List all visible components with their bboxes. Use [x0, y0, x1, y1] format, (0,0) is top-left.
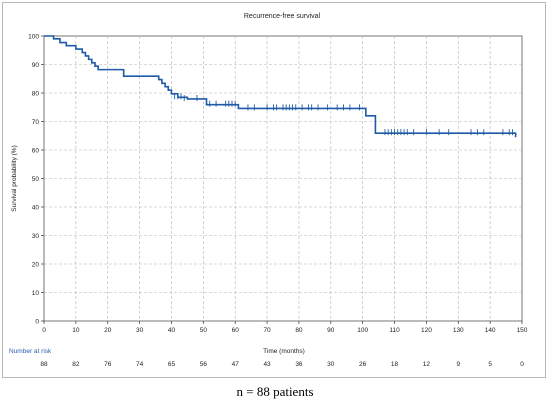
survival-curve: [44, 35, 517, 138]
risk-count: 88: [40, 361, 48, 368]
risk-count: 18: [391, 361, 399, 368]
risk-count: 36: [295, 361, 303, 368]
y-tick-label: 90: [32, 62, 40, 69]
risk-count: 12: [423, 361, 431, 368]
risk-count: 65: [168, 361, 176, 368]
y-tick-label: 100: [28, 33, 39, 40]
y-tick-label: 60: [32, 147, 40, 154]
x-tick-label: 90: [327, 327, 335, 334]
risk-count: 47: [232, 361, 240, 368]
risk-count: 0: [520, 361, 524, 368]
y-tick-label: 70: [32, 119, 40, 126]
x-tick-label: 130: [453, 327, 464, 334]
y-axis-label: Survival probability (%): [11, 145, 18, 211]
risk-count: 56: [200, 361, 208, 368]
x-tick-label: 60: [232, 327, 240, 334]
x-tick-label: 40: [168, 327, 176, 334]
x-tick-label: 70: [263, 327, 271, 334]
risk-count: 76: [104, 361, 112, 368]
risk-count: 30: [327, 361, 335, 368]
risk-count: 9: [456, 361, 460, 368]
figure-caption: n = 88 patients: [236, 384, 314, 399]
x-tick-label: 20: [104, 327, 112, 334]
survival-chart: Recurrence-free survival Survival probab…: [9, 13, 528, 368]
plot-area: [43, 35, 523, 322]
x-tick-label: 50: [200, 327, 208, 334]
risk-count: 82: [72, 361, 80, 368]
x-tick-label: 120: [421, 327, 432, 334]
y-tick-label: 20: [32, 261, 40, 268]
risk-count: 43: [263, 361, 271, 368]
x-tick-label: 100: [357, 327, 368, 334]
y-tick-label: 10: [32, 290, 40, 297]
y-tick-label: 50: [32, 176, 40, 183]
risk-count: 26: [359, 361, 367, 368]
chart-title: Recurrence-free survival: [244, 13, 321, 20]
x-axis-label: Time (months): [263, 348, 305, 355]
risk-count: 5: [488, 361, 492, 368]
x-tick-label: 140: [485, 327, 496, 334]
x-tick-label: 30: [136, 327, 144, 334]
x-tick-label: 10: [72, 327, 80, 334]
y-tick-label: 0: [35, 318, 39, 325]
y-tick-label: 80: [32, 90, 40, 97]
x-tick-label: 80: [295, 327, 303, 334]
number-at-risk-label: Number at risk: [9, 348, 52, 355]
x-tick-label: 0: [42, 327, 46, 334]
y-tick-label: 40: [32, 204, 40, 211]
x-tick-label: 150: [517, 327, 528, 334]
risk-count: 74: [136, 361, 144, 368]
y-tick-label: 30: [32, 233, 40, 240]
x-tick-label: 110: [389, 327, 400, 334]
